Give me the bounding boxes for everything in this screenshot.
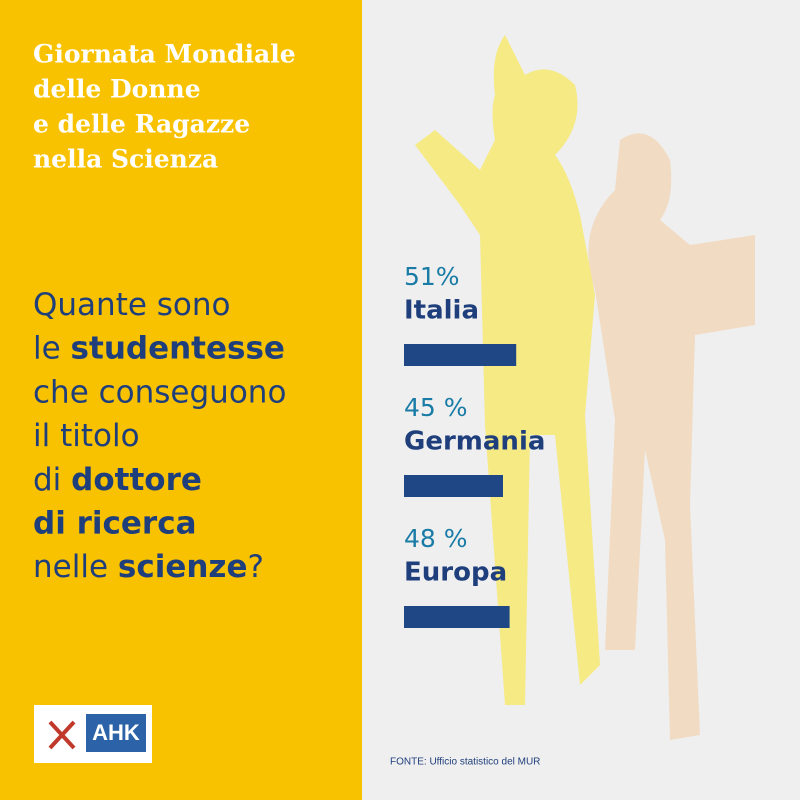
question-text: nelle (33, 549, 118, 585)
question-line: le studentesse (33, 330, 285, 366)
country-label: Europa (404, 558, 507, 588)
percent-label: 51% (404, 262, 460, 291)
country-label: Germania (404, 427, 545, 457)
percent-label: 45 % (404, 393, 468, 422)
question-text: ? (248, 549, 264, 585)
source: FONTE: Ufficio statistico del MUR (390, 757, 540, 768)
title-line: e delle Ragazze (33, 110, 250, 139)
question-line: Quante sono (33, 287, 231, 323)
question-bold: scienze (118, 549, 248, 585)
bar (404, 475, 503, 497)
logo-text: AHK (92, 720, 140, 745)
title-line: delle Donne (33, 75, 201, 104)
man-silhouette (588, 133, 755, 741)
question-text: le (33, 330, 71, 366)
left-panel (0, 0, 362, 800)
question-bold: di ricerca (33, 505, 197, 541)
logo-badge (86, 714, 146, 752)
question-line: di dottore (33, 461, 202, 497)
question-text: che conseguono (33, 374, 286, 410)
country-label: Italia (404, 296, 479, 326)
question-bold: dottore (71, 461, 202, 497)
question-line: il titolo (33, 418, 140, 454)
percent-label: 48 % (404, 524, 468, 553)
bar (404, 606, 510, 628)
title-line: Giornata Mondiale (33, 40, 296, 69)
bar (404, 344, 517, 366)
question-line: nelle scienze? (33, 549, 264, 585)
logo-mark (48, 720, 76, 750)
question-text: di (33, 461, 71, 497)
logo: AHK (34, 705, 152, 763)
question-line: che conseguono (33, 374, 286, 410)
question-line: di ricerca (33, 505, 197, 541)
question-bold: studentesse (71, 330, 285, 366)
woman-silhouette (415, 35, 600, 705)
title-line: nella Scienza (33, 145, 218, 174)
question-text: il titolo (33, 418, 140, 454)
question-text: Quante sono (33, 287, 231, 323)
